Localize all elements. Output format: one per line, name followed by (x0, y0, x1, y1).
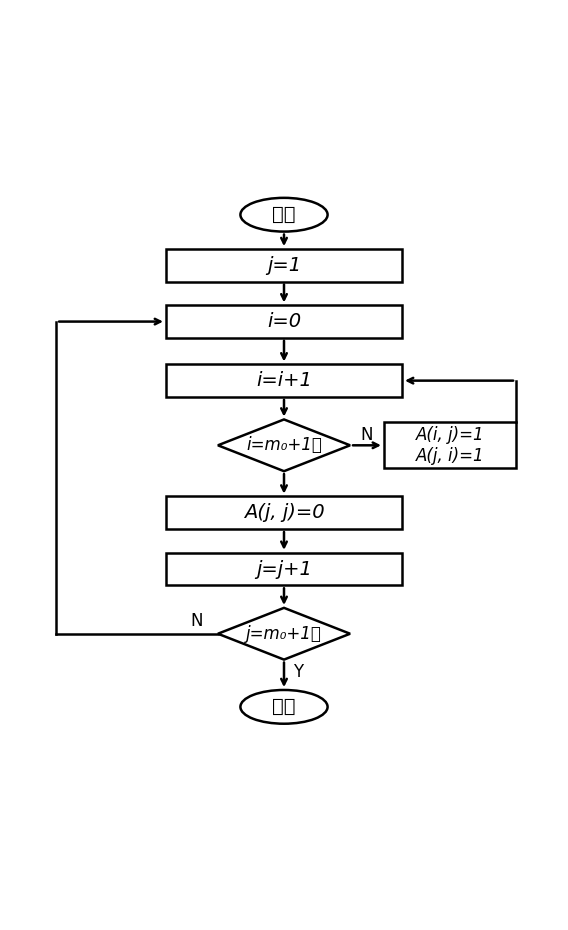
Text: j=m₀+1？: j=m₀+1？ (246, 625, 322, 643)
Text: i=m₀+1？: i=m₀+1？ (246, 436, 322, 455)
Text: Y: Y (293, 663, 303, 681)
Text: i=i+1: i=i+1 (256, 371, 312, 390)
Text: j=1: j=1 (267, 256, 301, 275)
Text: A(i, j)=1
A(j, i)=1: A(i, j)=1 A(j, i)=1 (416, 426, 485, 465)
Text: 开始: 开始 (272, 206, 296, 224)
Text: A(j, j)=0: A(j, j)=0 (244, 503, 324, 523)
Text: 结束: 结束 (272, 698, 296, 716)
Text: j=j+1: j=j+1 (256, 560, 312, 578)
Text: N: N (190, 612, 203, 631)
Text: i=0: i=0 (267, 312, 301, 331)
Text: N: N (361, 426, 373, 445)
